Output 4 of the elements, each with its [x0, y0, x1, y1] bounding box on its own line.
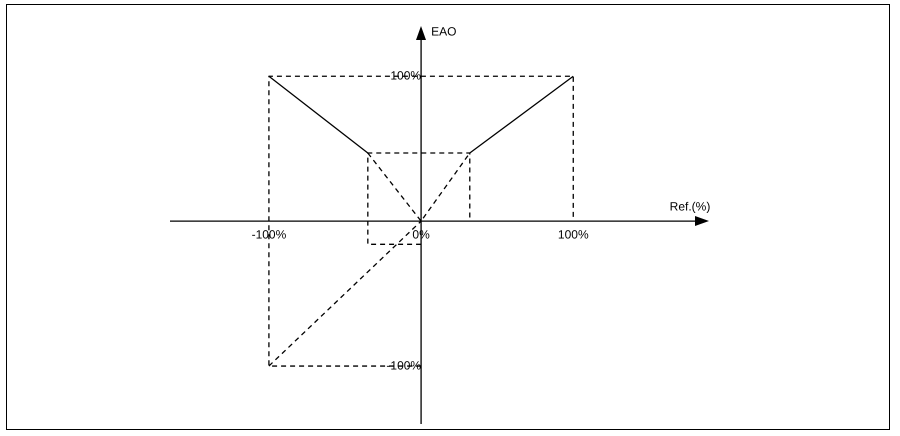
x-tick-label: -100%	[252, 228, 287, 242]
y-axis-title: EAO	[431, 24, 456, 38]
x-axis-title: Ref.(%)	[670, 199, 710, 214]
x-tick-label: 100%	[558, 228, 589, 242]
